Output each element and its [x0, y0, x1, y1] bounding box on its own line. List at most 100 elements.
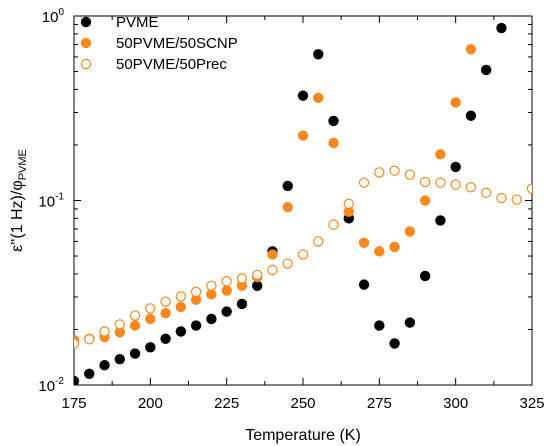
- data-point: [252, 269, 263, 281]
- data-point: [358, 237, 370, 248]
- data-point: [343, 198, 354, 209]
- data-point: [389, 241, 400, 253]
- legend-marker: [80, 58, 92, 70]
- legend-label: PVME: [116, 14, 159, 31]
- data-point: [313, 236, 324, 247]
- y-axis-label: ε''(1 Hz)/φPVME: [9, 149, 29, 252]
- data-point: [297, 90, 309, 101]
- data-point: [481, 64, 492, 76]
- data-point: [282, 180, 293, 192]
- data-point: [450, 161, 461, 173]
- data-point: [465, 182, 477, 193]
- data-point: [465, 110, 477, 121]
- legend-marker: [80, 16, 92, 28]
- x-tick-label: 250: [290, 395, 315, 412]
- data-point: [496, 192, 507, 204]
- data-point: [190, 294, 202, 305]
- data-point: [419, 195, 431, 206]
- data-point: [114, 319, 126, 330]
- data-point: [526, 183, 532, 194]
- legend-label: 50PVME/50Prec: [116, 56, 227, 73]
- data-point: [145, 303, 156, 314]
- data-point: [267, 264, 278, 276]
- data-point: [175, 301, 187, 313]
- data-point: [236, 273, 248, 284]
- data-point: [481, 187, 492, 199]
- data-point: [374, 320, 385, 331]
- data-point: [389, 338, 400, 349]
- data-point: [236, 280, 248, 291]
- data-point: [206, 313, 217, 325]
- data-point: [282, 201, 293, 213]
- data-point: [328, 219, 339, 230]
- data-point: [328, 115, 339, 127]
- data-point: [419, 176, 431, 188]
- data-point: [221, 285, 232, 296]
- data-point: [404, 169, 416, 180]
- data-point: [404, 226, 416, 237]
- data-point: [160, 307, 171, 319]
- data-point: [435, 215, 446, 226]
- data-point: [435, 149, 446, 160]
- y-axis-label-subscript: PVME: [17, 149, 29, 180]
- data-point: [374, 246, 385, 257]
- x-tick-label: 325: [519, 395, 544, 412]
- data-point: [74, 338, 80, 349]
- data-point: [297, 130, 309, 141]
- data-point: [190, 320, 202, 331]
- y-tick-label: 100: [42, 7, 65, 26]
- y-axis-label-main: ε''(1 Hz)/φ: [9, 180, 26, 252]
- data-point: [389, 165, 400, 176]
- y-tick-label: 10-2: [38, 376, 64, 395]
- data-point: [206, 289, 217, 300]
- data-point: [358, 279, 370, 290]
- data-point: [343, 206, 354, 217]
- data-point: [221, 276, 232, 287]
- data-point: [145, 313, 156, 325]
- data-point: [145, 342, 156, 353]
- data-point: [129, 320, 141, 331]
- x-tick-label: 225: [214, 395, 239, 412]
- x-tick-label: 200: [138, 395, 163, 412]
- data-point: [282, 258, 293, 269]
- data-point: [74, 375, 80, 385]
- data-point: [496, 22, 507, 34]
- data-point: [84, 334, 95, 345]
- legend: PVME 50PVME/50SCNP 50PVME/50Prec: [80, 14, 238, 73]
- data-point: [358, 177, 370, 188]
- data-point: [450, 179, 461, 190]
- x-tick-label: 175: [61, 395, 86, 412]
- data-point: [374, 167, 385, 178]
- y-tick-label: 10-1: [38, 192, 64, 211]
- data-point: [160, 333, 171, 344]
- data-point: [419, 270, 431, 282]
- data-point: [160, 296, 171, 307]
- data-point: [99, 360, 110, 371]
- data-point: [297, 249, 309, 260]
- data-point: [175, 326, 187, 337]
- legend-label: 50PVME/50SCNP: [116, 35, 238, 52]
- data-point: [465, 44, 477, 55]
- data-point: [221, 306, 232, 317]
- data-point: [175, 291, 187, 302]
- data-point: [99, 326, 110, 337]
- legend-marker: [80, 37, 92, 49]
- series-1: [74, 44, 477, 346]
- series-0: [74, 22, 507, 385]
- data-point: [129, 348, 141, 359]
- data-point: [252, 280, 263, 291]
- data-point: [84, 368, 95, 380]
- data-point: [313, 92, 324, 104]
- data-point: [511, 194, 522, 205]
- data-point: [236, 298, 248, 310]
- data-point: [114, 353, 126, 365]
- x-axis-label: Temperature (K): [245, 427, 361, 444]
- data-point: [267, 249, 278, 260]
- data-point: [190, 286, 202, 297]
- data-point: [435, 177, 446, 188]
- data-points: [74, 22, 532, 385]
- series-2: [74, 165, 532, 349]
- data-point: [404, 317, 416, 328]
- x-tick-label: 275: [367, 395, 392, 412]
